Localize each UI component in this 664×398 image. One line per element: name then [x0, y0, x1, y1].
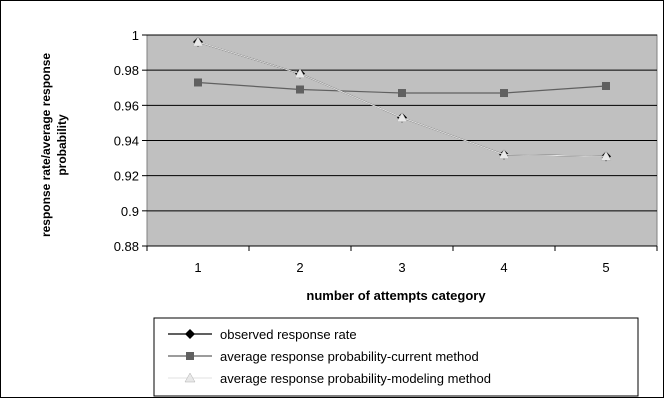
data-point	[294, 68, 306, 78]
legend-item: average response probability-modeling me…	[168, 371, 491, 386]
legend-box	[153, 317, 639, 397]
x-tick-label: 2	[296, 260, 303, 275]
y-axis-title-text: response rate/average response probabilit…	[39, 53, 69, 237]
x-tick-label: 5	[602, 260, 609, 275]
legend-items: observed response rate average response p…	[168, 327, 491, 386]
x-axis-title: number of attempts category	[306, 288, 486, 303]
legend-item: observed response rate	[168, 327, 357, 342]
legend-marker	[186, 352, 194, 360]
legend-item: average response probability-current met…	[168, 349, 479, 364]
data-point	[498, 149, 510, 159]
data-point	[396, 112, 408, 122]
data-point	[192, 36, 204, 47]
legend: observed response rate average response p…	[153, 317, 639, 397]
y-tick-label: 0.94	[114, 134, 139, 149]
y-tick-label: 0.98	[114, 63, 139, 78]
series-layer	[192, 36, 612, 162]
legend-label: average response probability-modeling me…	[220, 371, 491, 386]
y-axis-title: response rate/average response probabilit…	[39, 53, 69, 237]
gridlines	[147, 34, 657, 247]
y-tick-label: 1	[132, 28, 139, 43]
legend-label: average response probability-current met…	[220, 349, 479, 364]
legend-label: observed response rate	[220, 327, 357, 342]
data-point	[194, 78, 202, 87]
series-3	[192, 36, 612, 161]
legend-marker	[184, 372, 196, 383]
x-tick-label: 4	[500, 260, 507, 275]
data-point	[398, 89, 406, 98]
data-point	[600, 150, 612, 161]
y-tick-label: 0.92	[114, 169, 139, 184]
x-tick-label: 1	[194, 260, 201, 275]
data-point	[500, 89, 508, 98]
data-point	[296, 85, 304, 94]
series-2	[194, 78, 610, 98]
x-axis-ticks: 1 2 3 4 5	[146, 246, 658, 275]
y-tick-label: 0.96	[114, 98, 139, 113]
y-tick-label: 0.9	[121, 204, 139, 219]
x-tick-label: 3	[398, 260, 405, 275]
y-tick-label: 0.88	[114, 239, 139, 254]
data-point	[602, 81, 610, 90]
legend-marker	[185, 329, 195, 339]
y-axis-ticks: 0.88 0.9 0.92 0.94 0.96 0.98 1	[114, 28, 147, 254]
